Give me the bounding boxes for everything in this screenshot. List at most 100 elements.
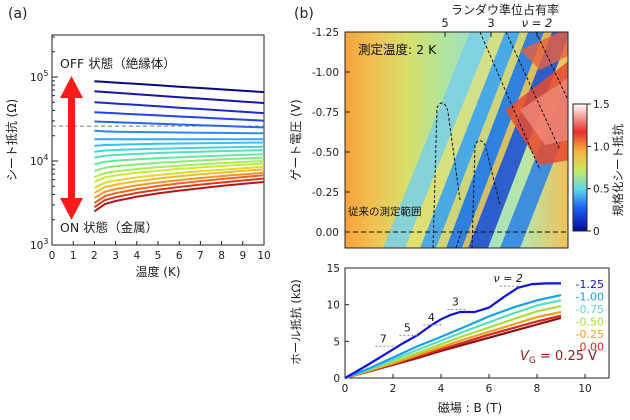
cb-tick-label: 1.5	[593, 99, 610, 111]
h-ytick-label: 10	[327, 300, 340, 312]
a-series-line	[94, 129, 265, 135]
h-xtick-label: 4	[438, 383, 445, 395]
h-plateau-label: 4	[428, 311, 435, 324]
h-plateau-label: 3	[452, 296, 459, 309]
hm-toptick-label: ν = 2	[522, 16, 553, 30]
hall-vg-label: VG = 0.25 V	[520, 349, 597, 366]
panel-a: 0 1 2 3 4 5 6 7 8 9 10 103 104 105 OFF 状態（絶縁体） ON 状態…	[4, 34, 271, 279]
a-ytick-label: 103	[30, 237, 48, 252]
a-series-line	[94, 145, 265, 153]
hall-series-line	[344, 294, 562, 380]
heatmap-temp-label: 測定温度: 2 K	[358, 42, 437, 57]
hall-series-line	[344, 282, 561, 379]
panel-a-y-ticks: 103 104 105	[30, 36, 58, 252]
a-series-line	[93, 174, 265, 204]
hall-legend-entry: 0.00	[580, 341, 605, 354]
panel-b-heatmap-frame	[344, 31, 569, 249]
a-series-line	[94, 90, 265, 104]
h-plateau-label: 5	[404, 321, 411, 334]
a-series-line	[93, 165, 265, 189]
a-xtick-label: 7	[197, 250, 204, 262]
cb-tick-label: 0	[593, 226, 600, 238]
a-ytick-label: 105	[30, 69, 48, 84]
colorbar-ticks: 0 0.5 1.0 1.5	[587, 99, 610, 238]
hm-ytick-label: -0.25	[312, 187, 339, 199]
hall-ylabel: ホール抵抗 (kΩ)	[289, 279, 303, 365]
panel-b-hall-frame	[344, 267, 610, 379]
h-plateau-label: ν = 2	[494, 272, 523, 285]
h-xtick-label: 8	[534, 383, 541, 395]
a-series-line	[94, 141, 265, 147]
hm-ytick-label: 0.00	[316, 227, 339, 239]
a-series-line	[93, 168, 265, 194]
a-series-line	[94, 111, 265, 122]
panel-b-hall: 0 2 4 6 8 10 0 5 10 15 7 5 4 3 ν = 2 -1.25-1.00-0.75…	[289, 263, 610, 415]
panel-a-arrow	[60, 76, 83, 220]
a-xtick-label: 5	[155, 250, 162, 262]
a-xtick-label: 0	[49, 250, 56, 262]
panel-a-ylabel: シート抵抗 (Ω)	[4, 99, 19, 181]
h-xtick-label: 10	[578, 383, 591, 395]
heatmap-y-ticks: -1.25 -1.00 -0.75 -0.50 -0.25 0.00	[312, 27, 350, 239]
h-xtick-label: 0	[342, 383, 349, 395]
a-xtick-label: 6	[176, 250, 183, 262]
panel-a-xlabel: 温度 (K)	[135, 264, 180, 279]
a-xtick-label: 8	[218, 250, 225, 262]
heatmap-top-axis-title: ランダウ準位占有率	[451, 2, 559, 17]
a-series-line	[94, 162, 265, 183]
a-xtick-label: 1	[70, 250, 77, 262]
h-ytick-label: 0	[333, 373, 340, 385]
a-series-line	[94, 153, 265, 166]
a-series-line	[94, 80, 265, 94]
panel-a-x-ticks: 0 1 2 3 4 5 6 7 8 9 10	[49, 241, 271, 262]
hall-legend-entry: -0.75	[576, 303, 604, 316]
hall-legend-entry: -1.00	[576, 291, 604, 304]
a-series-line	[94, 160, 265, 178]
a-ytick-label: 104	[30, 153, 48, 168]
a-xtick-label: 10	[257, 250, 270, 262]
a-xtick-label: 9	[239, 250, 246, 262]
cb-tick-label: 1.0	[593, 141, 610, 153]
panel-a-label: (a)	[8, 6, 28, 22]
a-series-line	[94, 156, 265, 173]
colorbar-label: 規格化シート抵抗	[611, 124, 625, 216]
h-xtick-label: 2	[390, 383, 397, 395]
heatmap-top-ticks: 5 3 ν = 2	[441, 16, 552, 37]
hall-legend: -1.25-1.00-0.75-0.50-0.250.00	[576, 278, 604, 354]
h-plateau-label: 7	[380, 332, 387, 345]
h-ytick-label: 5	[333, 336, 340, 348]
panel-a-off-label: OFF 状態（絶縁体）	[60, 56, 176, 71]
hall-x-ticks: 0 2 4 6 8 10	[342, 374, 592, 395]
a-xtick-label: 2	[91, 250, 98, 262]
hall-xlabel: 磁場 : B (T)	[438, 400, 502, 415]
h-xtick-label: 6	[486, 383, 493, 395]
heatmap-ylabel: ゲート電圧 (V)	[289, 99, 303, 180]
cb-tick-label: 0.5	[593, 184, 610, 196]
a-series-line	[94, 120, 265, 129]
a-series-line	[93, 177, 265, 209]
h-ytick-label: 15	[327, 263, 340, 275]
hall-series-line	[344, 305, 562, 380]
hall-legend-entry: -1.25	[576, 278, 604, 291]
heatmap-dashed-label: 従来の測定範囲	[348, 205, 422, 218]
hall-legend-entry: -0.25	[576, 328, 604, 341]
a-series-line	[94, 101, 265, 115]
hm-toptick-label: 3	[487, 16, 494, 30]
hm-ytick-label: -0.75	[312, 107, 339, 119]
hm-ytick-label: -1.25	[312, 27, 339, 39]
hall-series	[344, 282, 562, 380]
hall-legend-entry: -0.50	[576, 316, 604, 329]
a-series-line	[93, 171, 265, 199]
hm-toptick-label: 5	[441, 16, 448, 30]
a-series-line	[94, 149, 265, 159]
hall-plateau-labels: 7 5 4 3 ν = 2	[375, 272, 523, 347]
colorbar	[572, 103, 588, 232]
panel-a-on-label: ON 状態（金属）	[60, 220, 158, 235]
hall-y-ticks: 0 5 10 15	[327, 263, 349, 385]
a-xtick-label: 3	[112, 250, 119, 262]
panel-a-series	[93, 80, 265, 213]
panel-b-label: (b)	[294, 6, 314, 22]
a-series-line	[93, 181, 265, 213]
a-xtick-label: 4	[133, 250, 140, 262]
